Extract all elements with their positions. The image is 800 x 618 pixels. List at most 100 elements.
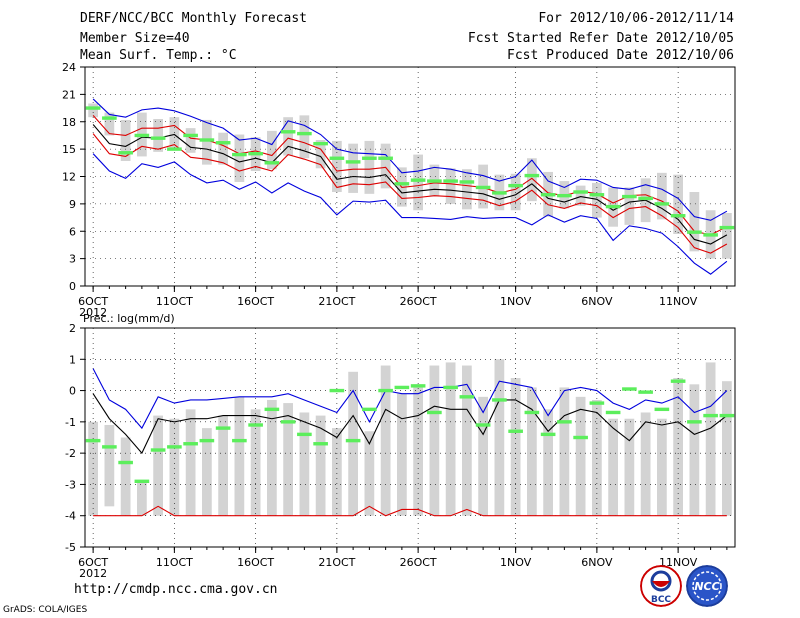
x-tick-label: 16OCT (237, 295, 274, 308)
spread-bar (462, 365, 472, 516)
spread-bar (657, 172, 667, 220)
spread-bar (315, 140, 326, 169)
spread-bar (202, 119, 212, 165)
x-tick-label: 11OCT (156, 295, 193, 308)
spread-bar (722, 381, 732, 516)
spread-bar (380, 365, 391, 516)
spread-bar (332, 428, 342, 516)
x-tick-label: 26OCT (400, 295, 437, 308)
y-tick-label: 0 (69, 385, 76, 398)
x-tick-label: 1NOV (500, 295, 532, 308)
observed-mark (85, 438, 101, 443)
spread-bar (169, 418, 180, 516)
observed-mark (85, 106, 101, 110)
forecast-started-date: Fcst Started Refer Date 2012/10/05 (467, 31, 734, 46)
series-mean (92, 393, 728, 455)
observed-mark (492, 191, 507, 195)
y-tick-label: 24 (62, 61, 76, 74)
spread-bar (689, 192, 700, 252)
spread-bar (348, 371, 358, 516)
observed-mark (638, 390, 653, 394)
ncc-logo-icon: NCC (686, 565, 728, 607)
spread-bar (120, 437, 131, 516)
spread-bar (120, 119, 131, 161)
observed-mark (492, 398, 507, 402)
spread-bar (250, 409, 261, 516)
spread-bar (299, 115, 310, 159)
y-tick-label: -2 (65, 447, 76, 460)
observed-mark (427, 179, 442, 183)
temperature-panel: 0 3 6 9 12 15 18 21 24 6OCT 11OCT 16OCT 21OCT 26OCT 1N… (62, 61, 736, 319)
series-mean (92, 124, 728, 245)
spread-bar (234, 134, 245, 182)
observed-mark (524, 410, 540, 415)
x-tick-label: 26OCT (400, 556, 437, 569)
observed-mark (297, 131, 312, 136)
spread-bar (559, 387, 570, 516)
spread-bar (88, 103, 98, 118)
x-tick-label: 21OCT (318, 556, 355, 569)
x-tick-label: 21OCT (318, 295, 355, 308)
series-upper (92, 114, 728, 236)
y-tick-label: -5 (65, 541, 76, 554)
spread-bar (137, 481, 147, 516)
spread-bar (527, 387, 537, 516)
bcc-logo-icon: BCC (640, 565, 682, 607)
series-min (92, 153, 728, 275)
observed-mark (264, 161, 280, 165)
observed-mark (605, 204, 621, 209)
spread-bar (592, 399, 602, 516)
observed-mark (524, 173, 540, 178)
x-tick-label: 6OCT (78, 295, 108, 308)
observed-mark (118, 151, 133, 155)
observed-mark (687, 420, 702, 424)
precip-panel-title: Prec.: log(mm/d) (83, 312, 175, 325)
observed-mark (329, 388, 345, 393)
y-tick-label: 9 (69, 198, 76, 211)
observed-mark (362, 156, 377, 160)
spread-bar (218, 132, 228, 165)
forecast-produced-date: Fcst Produced Date 2012/10/06 (507, 48, 734, 63)
spread-bar (575, 396, 586, 516)
observed-mark (605, 410, 621, 415)
observed-mark (199, 138, 215, 142)
observed-mark (167, 445, 182, 449)
spread-bar (575, 185, 586, 206)
spread-bar (153, 119, 163, 152)
spread-bar (705, 362, 716, 516)
y-tick-label: 6 (69, 225, 76, 238)
observed-mark (573, 190, 588, 194)
observed-mark (264, 407, 280, 412)
spread-bar (445, 168, 456, 204)
spread-bar (104, 424, 115, 507)
observed-mark (345, 438, 361, 443)
observed-mark (719, 413, 735, 418)
observed-mark (687, 230, 702, 234)
observed-mark (703, 413, 718, 418)
series-max (92, 98, 728, 221)
observed-mark (215, 141, 231, 145)
x-tick-label: 11NOV (659, 556, 698, 569)
observed-mark (508, 429, 523, 433)
observed-mark (670, 379, 686, 383)
observed-mark (622, 194, 637, 199)
bcc-logo-text: BCC (651, 595, 671, 605)
observed-mark (427, 410, 442, 415)
x-tick-label: 6NOV (581, 556, 613, 569)
ncc-logo-text: NCC (694, 580, 719, 593)
observed-mark (654, 407, 670, 412)
observed-mark (410, 178, 426, 182)
observed-mark (589, 193, 605, 197)
y-tick-label: 18 (62, 116, 76, 129)
spread-bar (283, 403, 293, 516)
observed-mark (118, 460, 133, 465)
observed-mark (167, 147, 182, 151)
observed-mark (557, 193, 572, 198)
x-tick-label: 11OCT (156, 556, 193, 569)
observed-mark (459, 180, 475, 184)
source-url[interactable]: http://cmdp.ncc.cma.gov.cn (74, 582, 278, 597)
spread-bar (202, 428, 212, 516)
observed-mark (248, 151, 263, 156)
spread-bar (332, 140, 342, 193)
observed-mark (248, 423, 263, 427)
